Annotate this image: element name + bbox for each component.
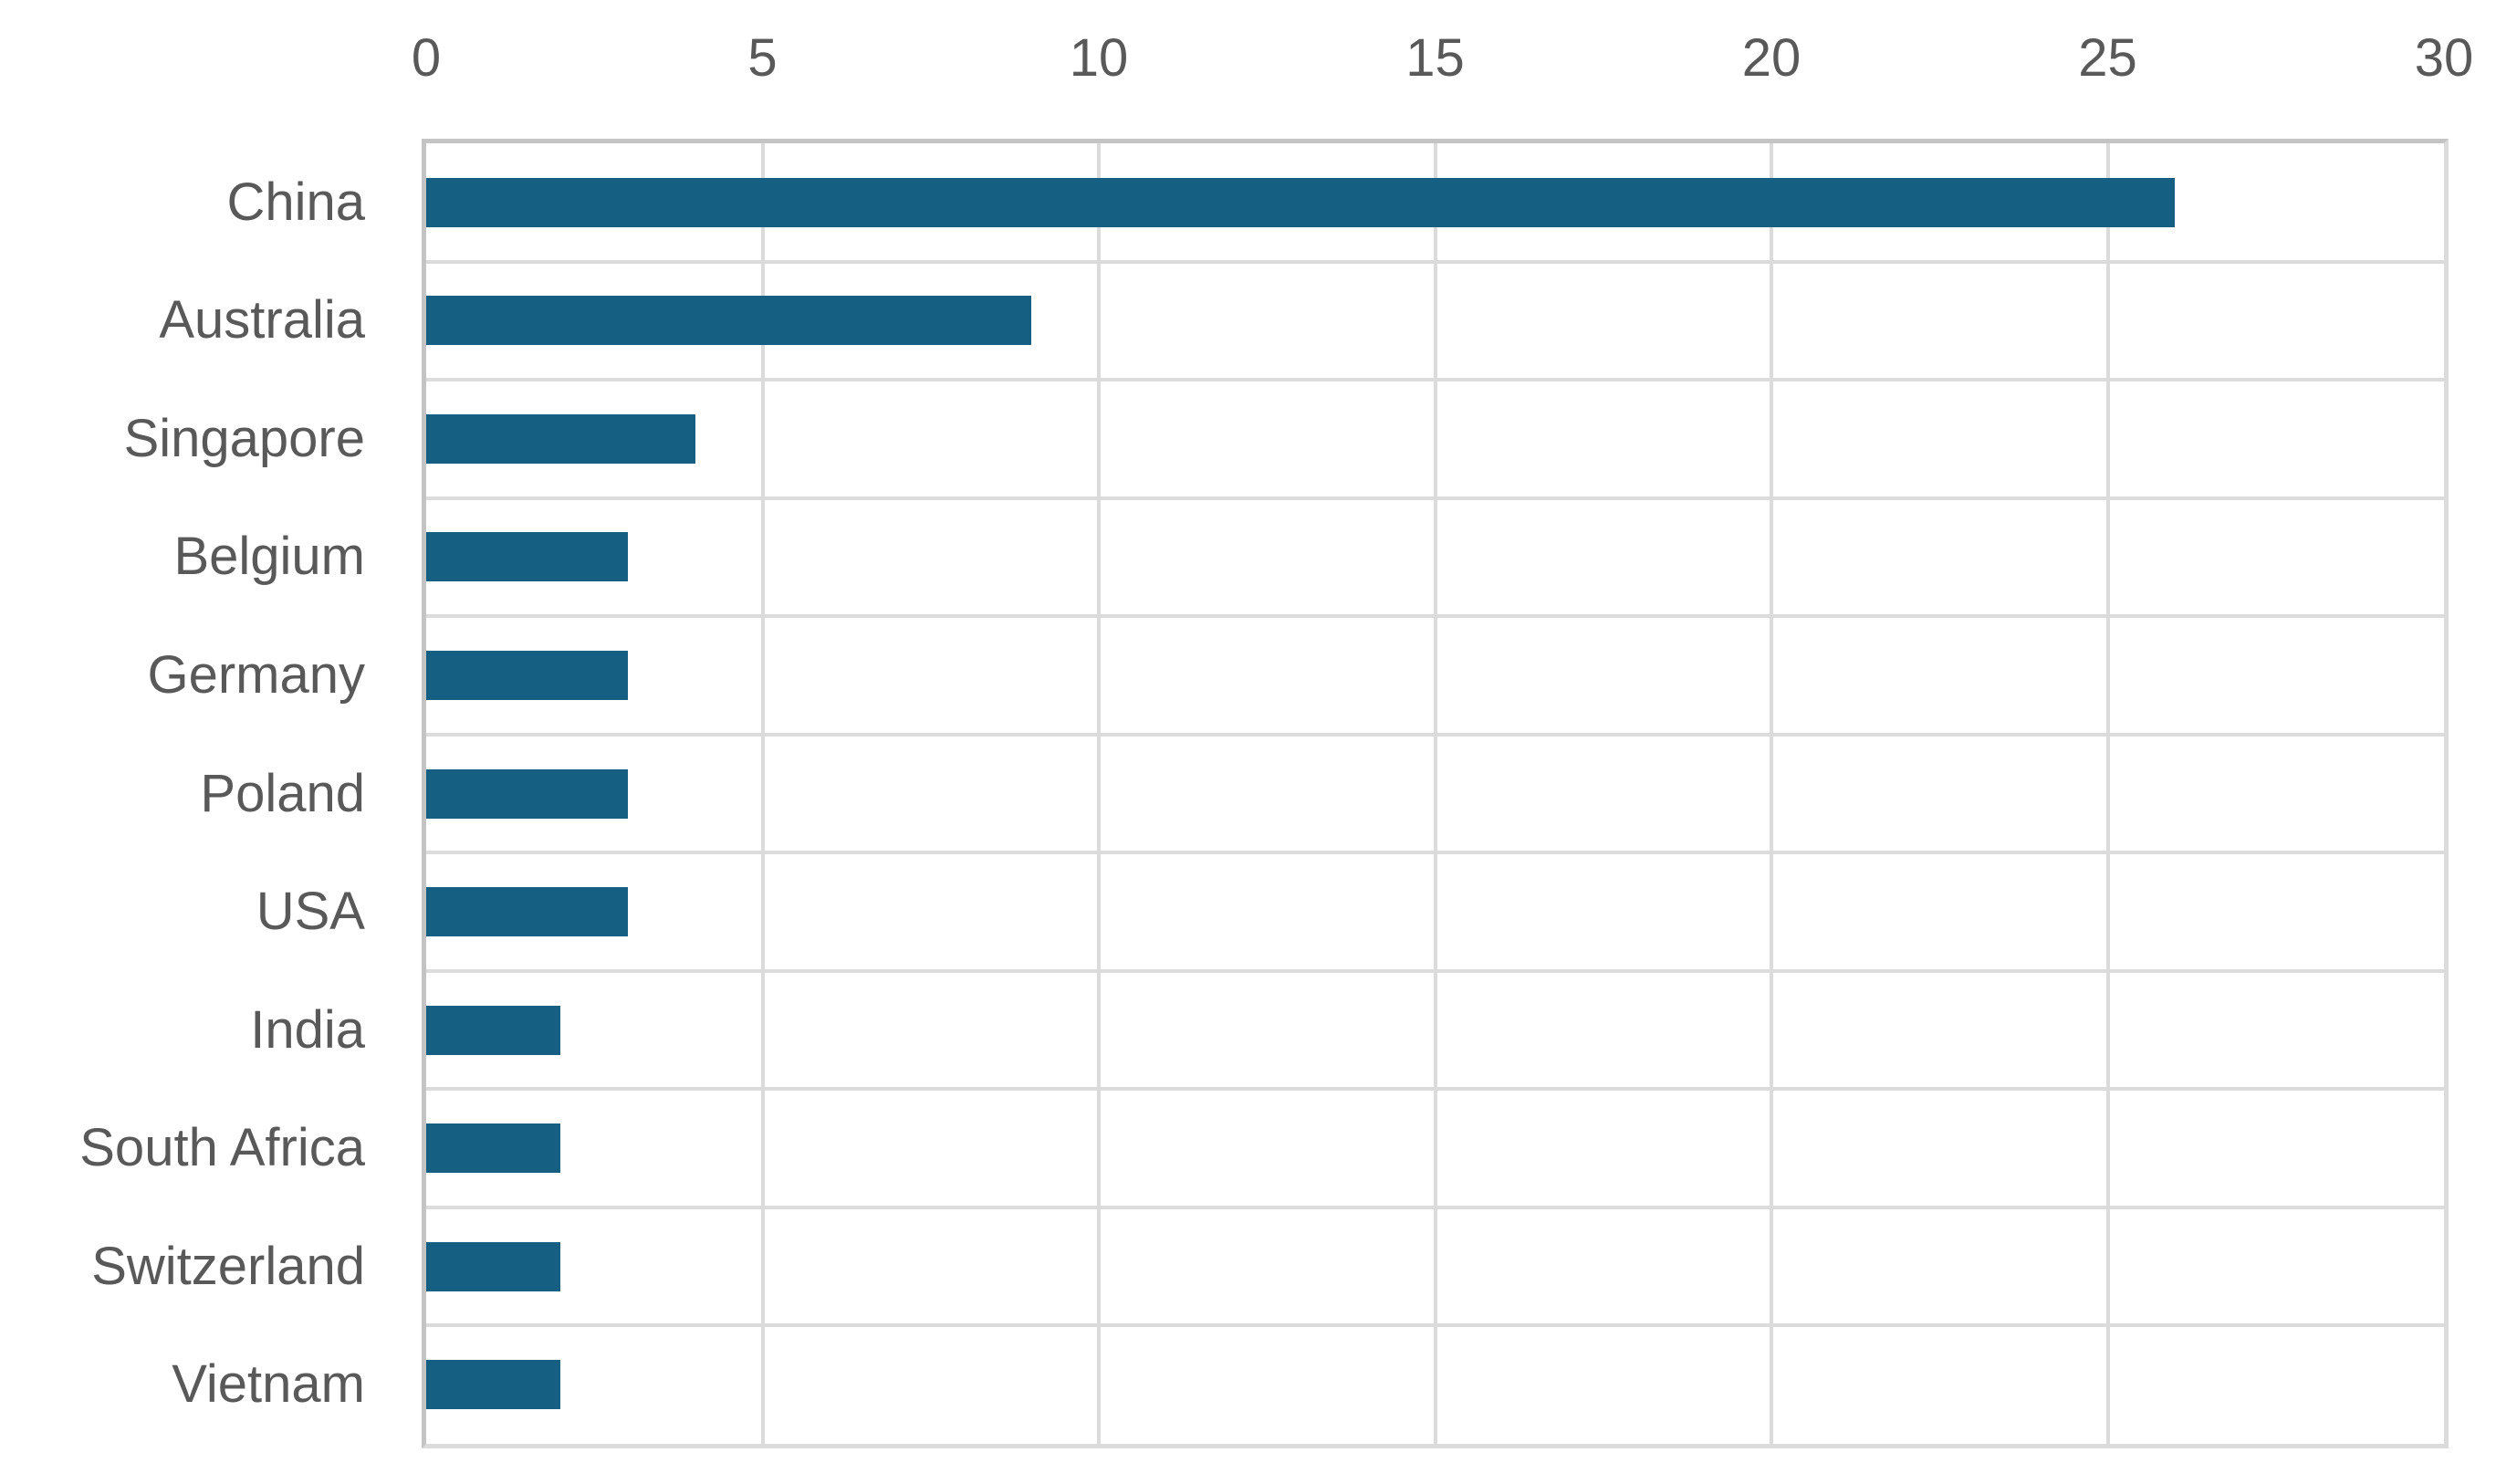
x-axis-tick-label-15: 15 xyxy=(1405,28,1465,88)
x-axis-tick-label-20: 20 xyxy=(1741,28,1802,88)
horizontal-gridline xyxy=(426,496,2444,500)
horizontal-gridline xyxy=(426,1205,2444,1209)
bar-poland xyxy=(426,768,629,819)
category-label-germany: Germany xyxy=(147,644,365,705)
category-label-usa: USA xyxy=(256,882,365,942)
category-label-singapore: Singapore xyxy=(123,408,365,468)
horizontal-gridline xyxy=(426,851,2444,855)
vertical-gridline xyxy=(760,143,765,1444)
bar-china xyxy=(426,177,2176,227)
bar-usa xyxy=(426,887,629,937)
bar-south-africa xyxy=(426,1123,561,1174)
bar-singapore xyxy=(426,413,695,464)
x-axis-tick-label-10: 10 xyxy=(1069,28,1129,88)
bar-india xyxy=(426,1005,561,1055)
vertical-gridline xyxy=(1433,143,1437,1444)
bar-belgium xyxy=(426,532,629,582)
category-label-switzerland: Switzerland xyxy=(91,1236,365,1296)
horizontal-gridline xyxy=(426,1087,2444,1092)
bar-switzerland xyxy=(426,1241,561,1291)
vertical-gridline xyxy=(2105,143,2110,1444)
category-label-poland: Poland xyxy=(200,763,365,823)
horizontal-gridline xyxy=(426,614,2444,619)
bar-vietnam xyxy=(426,1360,561,1410)
category-label-india: India xyxy=(250,999,365,1060)
category-label-south-africa: South Africa xyxy=(79,1118,365,1178)
category-label-vietnam: Vietnam xyxy=(172,1354,365,1415)
horizontal-gridline xyxy=(426,732,2444,737)
horizontal-gridline xyxy=(426,968,2444,973)
x-axis-tick-label-0: 0 xyxy=(411,28,442,88)
category-label-belgium: Belgium xyxy=(173,527,365,587)
horizontal-gridline xyxy=(426,259,2444,264)
bar-germany xyxy=(426,650,629,700)
category-label-china: China xyxy=(226,172,365,232)
horizontal-gridline xyxy=(426,1323,2444,1328)
plot-area-border xyxy=(422,139,2449,1448)
bar-australia xyxy=(426,296,1032,346)
vertical-gridline xyxy=(1770,143,1773,1444)
vertical-gridline xyxy=(1097,143,1101,1444)
horizontal-gridline xyxy=(426,378,2444,382)
x-axis-tick-label-30: 30 xyxy=(2414,28,2474,88)
category-label-australia: Australia xyxy=(159,290,365,350)
x-axis-tick-label-5: 5 xyxy=(747,28,778,88)
x-axis-tick-label-25: 25 xyxy=(2078,28,2137,88)
